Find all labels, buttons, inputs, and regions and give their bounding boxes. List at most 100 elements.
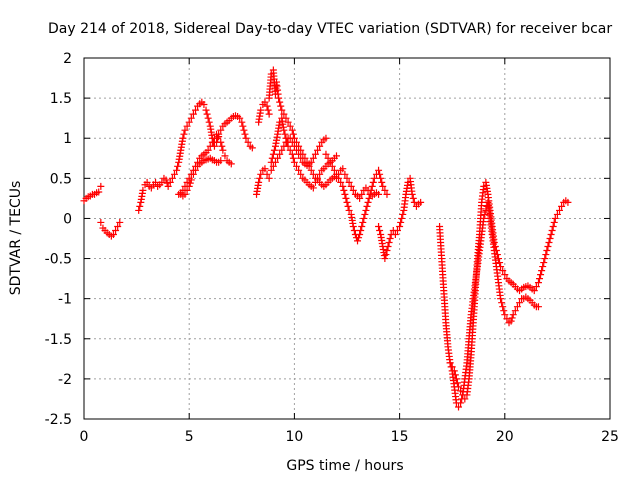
data-point <box>219 146 227 154</box>
data-point <box>379 182 387 190</box>
data-point <box>499 267 507 275</box>
data-point <box>286 122 294 130</box>
data-point <box>547 230 555 238</box>
data-point <box>204 146 212 154</box>
data-point <box>217 157 225 165</box>
data-point <box>316 170 324 178</box>
data-point <box>375 222 383 230</box>
data-point <box>543 247 551 255</box>
data-point <box>356 230 364 238</box>
data-point <box>158 178 166 186</box>
data-point <box>410 198 418 206</box>
data-point <box>355 234 363 242</box>
data-point <box>208 138 216 146</box>
data-point <box>269 162 277 170</box>
data-point <box>393 226 401 234</box>
data-point <box>152 178 160 186</box>
data-points <box>80 66 572 411</box>
data-point <box>341 170 349 178</box>
data-point <box>345 178 353 186</box>
data-point <box>289 154 297 162</box>
data-point <box>491 243 499 251</box>
data-point <box>257 106 265 114</box>
data-point <box>311 150 319 158</box>
data-point <box>461 395 469 403</box>
data-point <box>240 126 248 134</box>
data-point <box>539 263 547 271</box>
x-axis-label: GPS time / hours <box>286 458 403 474</box>
data-point <box>370 174 378 182</box>
data-point <box>386 235 394 242</box>
data-point <box>215 133 223 141</box>
data-point <box>163 179 171 187</box>
data-point <box>95 188 103 196</box>
data-point <box>185 118 193 126</box>
data-point <box>376 226 384 234</box>
data-point <box>375 190 383 198</box>
y-tick-label: 1.5 <box>50 91 72 107</box>
data-point <box>139 186 147 194</box>
data-point <box>284 118 292 126</box>
data-point <box>112 226 120 234</box>
data-point <box>295 150 303 158</box>
data-point <box>97 218 105 226</box>
data-point <box>337 178 345 186</box>
data-point <box>136 202 144 210</box>
data-point <box>170 170 178 178</box>
data-point <box>185 182 193 190</box>
data-point <box>289 130 297 138</box>
data-point <box>503 315 511 323</box>
data-point <box>540 259 548 267</box>
data-point <box>384 243 392 251</box>
data-point <box>451 371 459 379</box>
data-point <box>550 218 558 226</box>
data-point <box>238 118 246 126</box>
data-point <box>217 138 225 146</box>
data-point <box>265 174 273 182</box>
data-point <box>494 255 502 263</box>
data-point <box>328 162 336 170</box>
data-point <box>286 146 294 154</box>
data-point <box>293 162 301 170</box>
data-point <box>507 317 515 325</box>
data-point <box>274 154 282 162</box>
data-point <box>242 134 250 142</box>
data-point <box>239 122 247 130</box>
data-point <box>385 239 393 247</box>
data-point <box>362 206 370 214</box>
data-point <box>408 190 416 198</box>
data-point <box>263 170 271 178</box>
data-point <box>452 375 460 383</box>
data-point <box>497 263 505 271</box>
y-tick-label: -2.5 <box>45 412 72 428</box>
data-point <box>339 165 347 173</box>
data-point <box>457 387 465 395</box>
data-point <box>558 202 566 210</box>
y-tick-label: 1 <box>63 131 72 147</box>
data-point <box>322 150 330 158</box>
data-point <box>356 194 364 202</box>
y-tick-label: -2 <box>58 372 72 388</box>
data-point <box>534 303 542 311</box>
data-point <box>398 214 406 222</box>
data-point <box>497 295 505 303</box>
data-point <box>369 178 377 186</box>
data-point <box>217 126 225 134</box>
data-point <box>363 202 371 210</box>
data-point <box>255 178 263 186</box>
data-point <box>359 218 367 226</box>
data-point <box>546 235 554 242</box>
data-point <box>192 166 200 174</box>
data-point <box>189 170 197 178</box>
y-tick-label: -1.5 <box>45 332 72 348</box>
data-point <box>166 178 174 186</box>
data-point <box>290 142 298 150</box>
data-point <box>181 190 189 198</box>
data-point <box>347 182 355 190</box>
data-point <box>290 158 298 166</box>
data-point <box>236 114 244 122</box>
data-point <box>277 102 285 110</box>
data-point <box>335 170 343 178</box>
data-point <box>267 166 275 174</box>
data-point <box>187 176 195 184</box>
